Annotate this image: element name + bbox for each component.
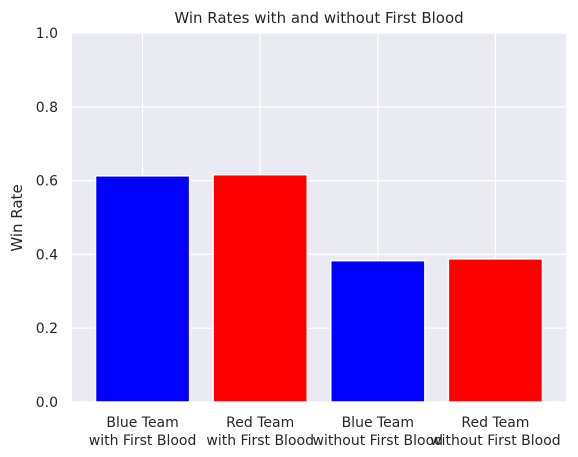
y-tick-label: 0.6 [36, 174, 58, 190]
x-tick-label: Blue Team with First Blood [89, 415, 197, 449]
y-tick-label: 0.2 [36, 321, 58, 337]
bars [94, 173, 544, 403]
x-tick-label: Blue Team without First Blood [313, 415, 444, 449]
x-tick-label: Red Team with First Blood [206, 415, 314, 449]
y-axis-label: Win Rate [8, 184, 26, 251]
x-tick-label: Red Team without First Blood [430, 415, 561, 449]
x-axis-ticks: Blue Team with First Blood Red Team with Fi… [89, 415, 561, 449]
chart-title: Win Rates with and without First Blood [174, 9, 463, 27]
bar [447, 258, 544, 403]
y-tick-label: 0.8 [36, 100, 58, 116]
bar [212, 173, 308, 403]
bar [94, 175, 191, 403]
bar [330, 259, 426, 403]
y-axis-ticks: 0.0 0.2 0.4 0.6 0.8 1.0 [36, 26, 58, 411]
y-tick-label: 0.0 [36, 395, 58, 411]
y-tick-label: 0.4 [36, 247, 58, 263]
y-tick-label: 1.0 [36, 26, 58, 42]
